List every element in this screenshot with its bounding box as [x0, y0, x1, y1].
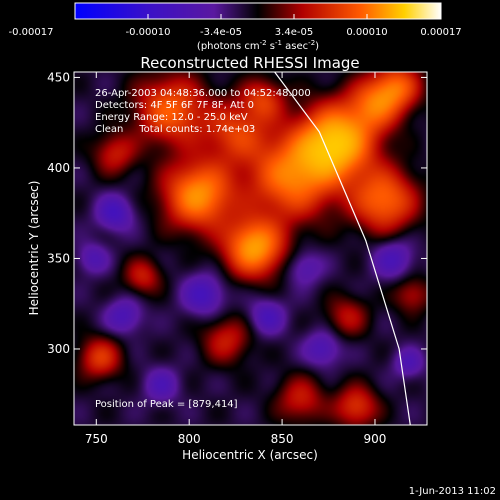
- colorbar-tick-label: 0.00017: [420, 27, 461, 38]
- y-axis-label: Heliocentric Y (arcsec): [27, 181, 41, 316]
- x-axis-label: Heliocentric X (arcsec): [182, 448, 318, 462]
- x-tick-label: 900: [364, 432, 387, 446]
- solar-limb-curve: [274, 72, 411, 425]
- colorbar-tick-label: 0.00010: [346, 27, 387, 38]
- annotation-peak-position: Position of Peak = [879,414]: [95, 399, 238, 410]
- annotation-time-range: 26-Apr-2003 04:48:36.000 to 04:52:48.000: [95, 88, 311, 99]
- x-tick-label: 850: [271, 432, 294, 446]
- y-tick-label: 300: [47, 342, 70, 356]
- y-tick-label: 350: [47, 251, 70, 265]
- x-tick-label: 750: [85, 432, 108, 446]
- colorbar-ticks: [74, 14, 442, 19]
- colorbar-tick-label: 3.4e-05: [275, 27, 313, 38]
- colorbar: [74, 2, 442, 20]
- annotation-detectors: Detectors: 4F 5F 6F 7F 8F, Att 0: [95, 100, 254, 111]
- chart-title: Reconstructed RHESSI Image: [140, 54, 359, 72]
- colorbar-tick-label: -3.4e-05: [200, 27, 242, 38]
- y-tick-label: 400: [47, 161, 70, 175]
- plot-frame: [73, 71, 428, 426]
- annotation-energy-range: Energy Range: 12.0 - 25.0 keV: [95, 112, 248, 123]
- x-axis: 750 800 850 900: [85, 72, 387, 446]
- colorbar-unit-label: (photons cm-2 s-1 asec-2): [197, 39, 319, 52]
- y-tick-label: 450: [47, 70, 70, 84]
- y-axis: 300 350 400 450: [47, 70, 427, 356]
- colorbar-tick-label: -0.00017: [9, 27, 54, 38]
- colorbar-tick-label: -0.00010: [126, 27, 171, 38]
- x-tick-label: 800: [178, 432, 201, 446]
- footer-date: 1-Jun-2013 11:02: [409, 486, 496, 497]
- annotation-clean-counts: Clean Total counts: 1.74e+03: [95, 124, 255, 135]
